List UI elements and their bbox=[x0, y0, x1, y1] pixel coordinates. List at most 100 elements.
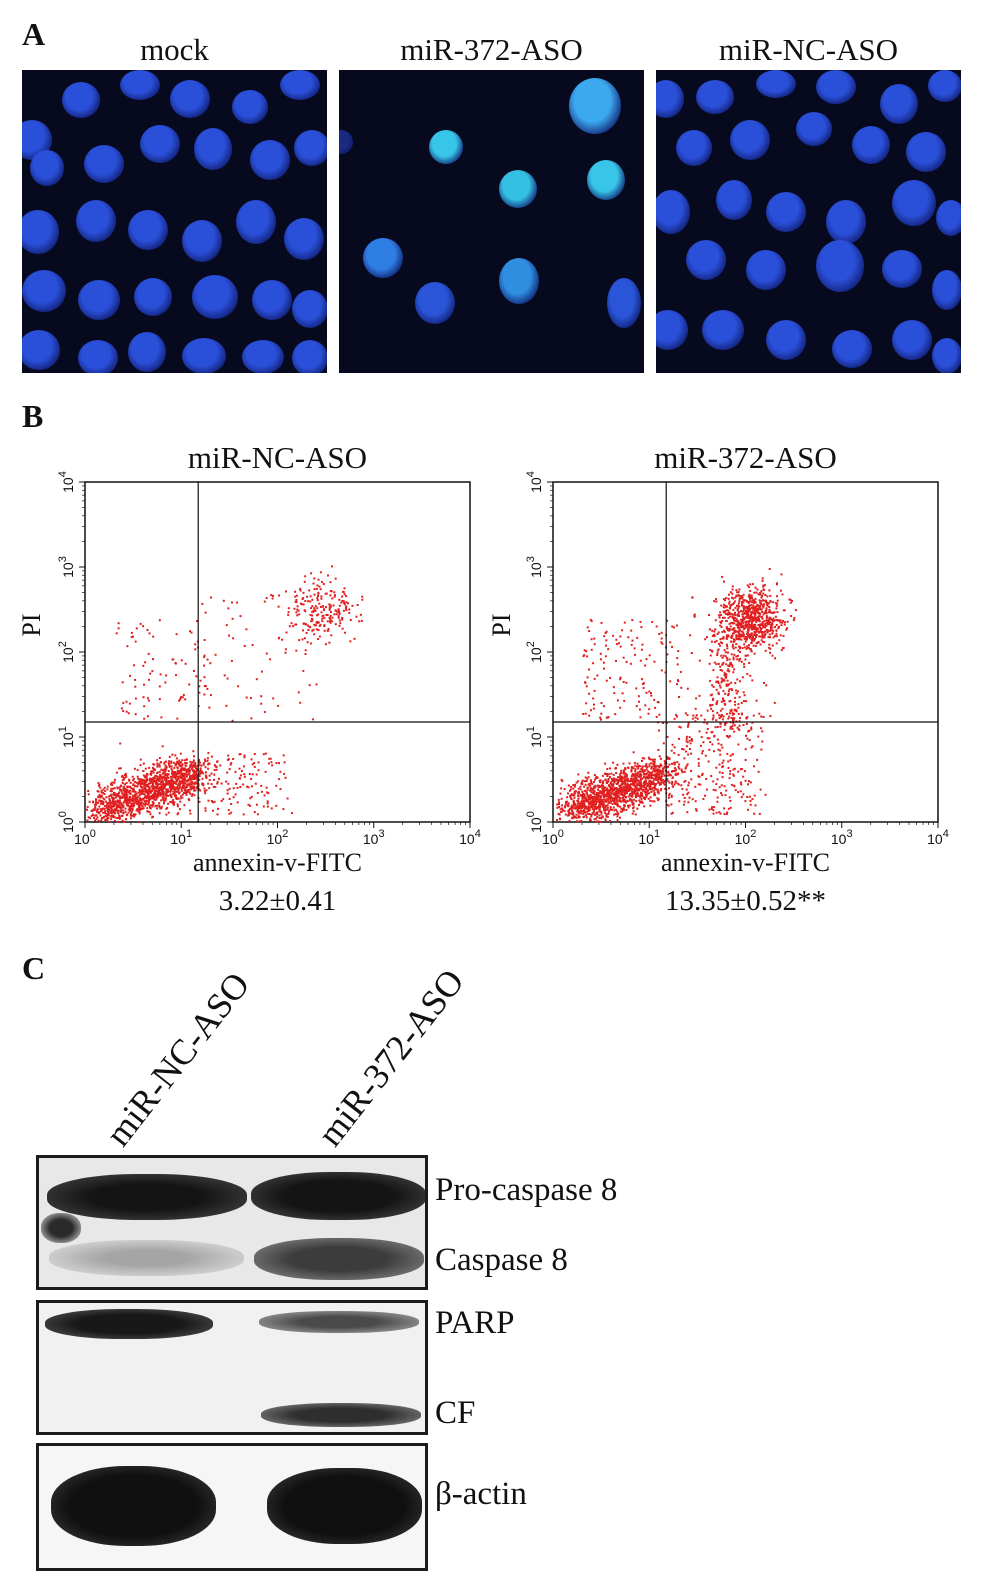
event-late-apoptotic bbox=[740, 623, 743, 626]
event-live bbox=[196, 773, 198, 776]
event-early-apoptotic bbox=[213, 800, 216, 803]
event-live bbox=[660, 773, 663, 776]
event-early-apoptotic bbox=[700, 736, 703, 739]
event-early-apoptotic bbox=[226, 789, 229, 792]
event-live bbox=[606, 806, 609, 809]
event-live bbox=[159, 792, 162, 795]
ylabel-pi-right: PI bbox=[487, 613, 516, 637]
event-live bbox=[636, 773, 638, 776]
event-late-apoptotic bbox=[341, 617, 344, 620]
event-late-apoptotic bbox=[719, 722, 722, 725]
event-live bbox=[571, 813, 574, 816]
event-late-apoptotic bbox=[313, 623, 316, 626]
event-late-apoptotic bbox=[751, 639, 754, 642]
event-necrotic bbox=[642, 687, 645, 689]
event-late-apoptotic bbox=[712, 669, 715, 672]
event-live bbox=[595, 776, 598, 778]
event-live bbox=[655, 774, 658, 777]
nucleus bbox=[294, 130, 327, 166]
event-late-apoptotic bbox=[743, 643, 746, 646]
event-live bbox=[645, 793, 648, 796]
event-late-apoptotic bbox=[771, 644, 774, 647]
event-late-apoptotic bbox=[725, 663, 728, 666]
event-late-apoptotic bbox=[337, 616, 340, 619]
event-live bbox=[138, 797, 141, 800]
event-live bbox=[620, 771, 622, 774]
event-live bbox=[194, 762, 197, 765]
event-scatter bbox=[225, 704, 228, 707]
event-early-apoptotic bbox=[282, 808, 285, 811]
event-live bbox=[164, 769, 167, 772]
event-live bbox=[141, 790, 144, 792]
event-live bbox=[153, 787, 156, 790]
event-scatter bbox=[689, 634, 692, 637]
event-late-apoptotic bbox=[736, 591, 739, 594]
event-necrotic bbox=[614, 713, 617, 716]
event-live bbox=[636, 782, 639, 785]
event-necrotic bbox=[621, 692, 624, 695]
event-early-apoptotic bbox=[681, 748, 684, 750]
event-live bbox=[176, 766, 179, 769]
event-necrotic bbox=[203, 684, 206, 687]
event-early-apoptotic bbox=[275, 762, 278, 764]
event-live bbox=[120, 802, 123, 805]
event-late-apoptotic bbox=[726, 628, 729, 631]
event-live bbox=[150, 772, 153, 775]
event-live bbox=[604, 786, 607, 789]
event-live bbox=[179, 765, 182, 768]
nucleus bbox=[832, 330, 872, 368]
event-live bbox=[115, 816, 118, 819]
event-early-apoptotic bbox=[713, 806, 716, 809]
event-necrotic bbox=[142, 664, 145, 667]
event-live bbox=[97, 819, 100, 822]
event-live bbox=[119, 797, 121, 800]
event-live bbox=[593, 781, 595, 783]
event-live bbox=[111, 805, 114, 808]
event-necrotic bbox=[612, 634, 614, 637]
event-live bbox=[139, 758, 142, 761]
event-late-apoptotic bbox=[328, 608, 331, 611]
event-necrotic bbox=[634, 653, 637, 656]
event-live bbox=[626, 778, 629, 781]
event-live bbox=[596, 798, 599, 801]
event-live bbox=[643, 772, 645, 775]
event-late-apoptotic bbox=[349, 619, 352, 621]
event-live bbox=[185, 762, 188, 764]
event-early-apoptotic bbox=[667, 794, 670, 797]
event-live bbox=[630, 790, 633, 793]
event-late-apoptotic bbox=[741, 647, 744, 650]
event-late-apoptotic bbox=[719, 725, 722, 728]
event-necrotic bbox=[590, 709, 592, 712]
event-live bbox=[164, 794, 167, 797]
event-early-apoptotic bbox=[753, 765, 755, 768]
event-early-apoptotic bbox=[746, 716, 749, 719]
event-late-apoptotic bbox=[727, 664, 730, 667]
nucleus bbox=[242, 340, 284, 373]
event-live bbox=[581, 794, 584, 796]
event-live bbox=[656, 770, 659, 773]
event-necrotic bbox=[644, 704, 647, 707]
event-late-apoptotic bbox=[755, 642, 758, 645]
event-early-apoptotic bbox=[753, 794, 756, 797]
event-live bbox=[141, 805, 144, 808]
event-live bbox=[607, 780, 609, 783]
event-live bbox=[628, 786, 631, 789]
event-live bbox=[640, 800, 643, 803]
event-live bbox=[631, 787, 634, 790]
event-late-apoptotic bbox=[710, 649, 713, 652]
event-early-apoptotic bbox=[687, 781, 690, 784]
nucleus bbox=[892, 320, 932, 360]
event-late-apoptotic bbox=[729, 661, 732, 664]
event-necrotic bbox=[642, 682, 645, 685]
event-late-apoptotic bbox=[731, 596, 733, 599]
event-late-apoptotic bbox=[735, 692, 738, 695]
event-live bbox=[623, 800, 625, 803]
event-late-apoptotic bbox=[765, 599, 767, 602]
event-scatter bbox=[727, 694, 730, 697]
event-early-apoptotic bbox=[228, 812, 231, 815]
event-live bbox=[109, 790, 112, 793]
event-early-apoptotic bbox=[694, 720, 697, 723]
event-early-apoptotic bbox=[671, 743, 674, 746]
event-early-apoptotic bbox=[721, 766, 724, 769]
event-late-apoptotic bbox=[345, 605, 348, 608]
